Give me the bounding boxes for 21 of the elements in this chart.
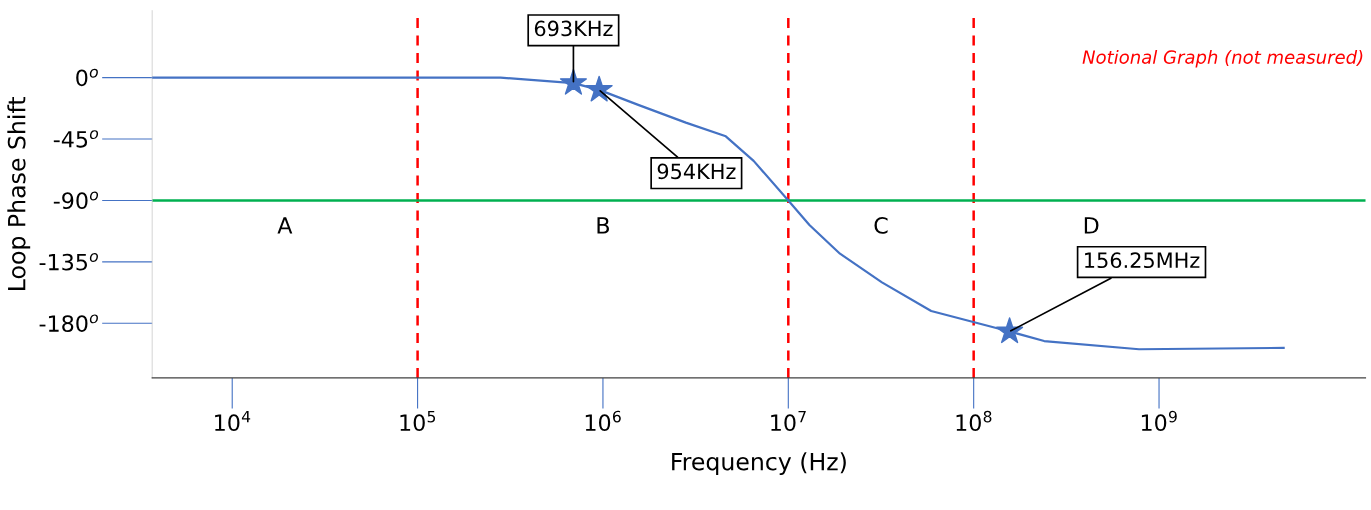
y-tick-label: -180$^{o}$	[39, 314, 98, 332]
annotation: D	[1084, 217, 1099, 234]
annotation: C	[874, 217, 888, 234]
x-tick-label: 10$^{8}$	[956, 410, 992, 432]
y-tick-label: -45$^{o}$	[53, 130, 99, 148]
y-tick-label: 0$^{o}$	[76, 68, 98, 87]
x-tick-label: 10$^{4}$	[215, 410, 251, 432]
y-tick-label: -90$^{o}$	[53, 191, 99, 210]
annotation: B	[597, 217, 609, 234]
annotation: 693KHz	[534, 20, 613, 37]
annotation: 954KHz	[657, 163, 736, 180]
x-tick-label: 10$^{9}$	[1141, 410, 1177, 432]
x-tick-label: 10$^{6}$	[585, 410, 621, 432]
y-axis-title: Loop Phase Shift	[7, 96, 31, 290]
x-tick-label: 10$^{5}$	[400, 410, 436, 432]
annotation: A	[277, 217, 293, 234]
annotation: 156.25MHz	[1085, 252, 1200, 269]
annotation: Notional Graph (not measured)	[1082, 49, 1363, 68]
y-tick-label: -135$^{o}$	[39, 252, 98, 271]
x-tick-label: 10$^{7}$	[771, 410, 806, 432]
x-axis-title: Frequency (Hz)	[672, 452, 846, 476]
